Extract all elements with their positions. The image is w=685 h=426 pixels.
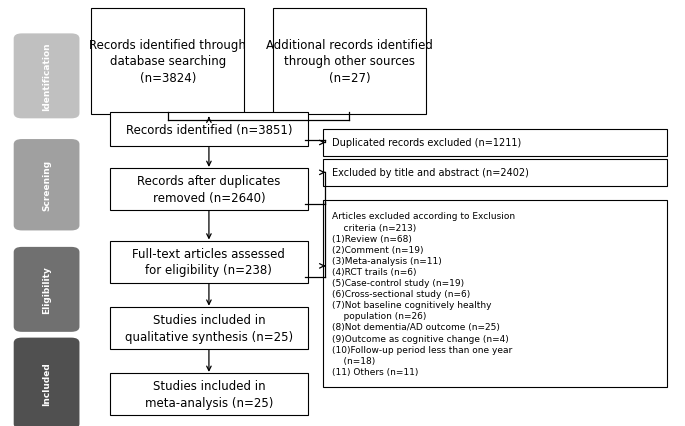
FancyBboxPatch shape <box>110 307 308 349</box>
Text: Identification: Identification <box>42 43 51 111</box>
FancyBboxPatch shape <box>110 241 308 283</box>
Text: Full-text articles assessed
for eligibility (n=238): Full-text articles assessed for eligibil… <box>132 247 286 277</box>
Text: Records after duplicates
removed (n=2640): Records after duplicates removed (n=2640… <box>137 175 281 204</box>
FancyBboxPatch shape <box>14 247 79 332</box>
FancyBboxPatch shape <box>323 130 667 156</box>
FancyBboxPatch shape <box>14 140 79 231</box>
Text: Articles excluded according to Exclusion
    criteria (n=213)
(1)Review (n=68)
(: Articles excluded according to Exclusion… <box>332 212 515 376</box>
Text: Screening: Screening <box>42 160 51 211</box>
Text: Duplicated records excluded (n=1211): Duplicated records excluded (n=1211) <box>332 138 521 148</box>
FancyBboxPatch shape <box>110 169 308 210</box>
FancyBboxPatch shape <box>110 113 308 147</box>
Text: Additional records identified
through other sources
(n=27): Additional records identified through ot… <box>266 39 433 85</box>
Text: Records identified (n=3851): Records identified (n=3851) <box>125 124 292 136</box>
Text: Eligibility: Eligibility <box>42 266 51 314</box>
Text: Studies included in
meta-analysis (n=25): Studies included in meta-analysis (n=25) <box>145 379 273 409</box>
FancyBboxPatch shape <box>110 373 308 415</box>
Text: Studies included in
qualitative synthesis (n=25): Studies included in qualitative synthesi… <box>125 313 293 343</box>
FancyBboxPatch shape <box>14 338 79 426</box>
FancyBboxPatch shape <box>273 9 425 115</box>
Text: Included: Included <box>42 362 51 405</box>
FancyBboxPatch shape <box>14 35 79 119</box>
FancyBboxPatch shape <box>323 159 667 187</box>
Text: Excluded by title and abstract (n=2402): Excluded by title and abstract (n=2402) <box>332 168 529 178</box>
Text: Records identified through
database searching
(n=3824): Records identified through database sear… <box>89 39 247 85</box>
FancyBboxPatch shape <box>323 201 667 387</box>
FancyBboxPatch shape <box>92 9 244 115</box>
